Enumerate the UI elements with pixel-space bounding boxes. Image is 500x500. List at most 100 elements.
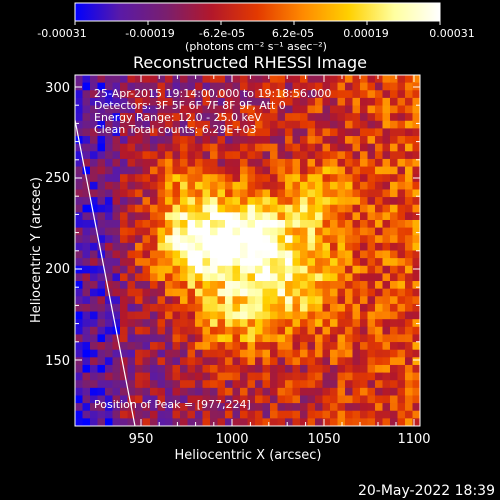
- image-pixel: [315, 319, 324, 328]
- image-pixel: [120, 334, 129, 343]
- image-pixel: [82, 105, 91, 114]
- image-pixel: [90, 197, 99, 206]
- image-pixel: [105, 181, 114, 191]
- image-pixel: [127, 418, 136, 426]
- image-pixel: [97, 90, 106, 99]
- image-pixel: [412, 288, 420, 297]
- image-pixel: [255, 219, 264, 229]
- image-pixel: [225, 319, 234, 328]
- image-pixel: [232, 204, 241, 213]
- image-pixel: [255, 174, 264, 183]
- image-pixel: [360, 120, 369, 130]
- image-pixel: [150, 219, 159, 229]
- image-pixel: [360, 90, 369, 99]
- image-pixel: [150, 158, 159, 168]
- image-pixel: [127, 326, 136, 336]
- image-pixel: [412, 158, 420, 168]
- image-pixel: [157, 303, 166, 313]
- image-pixel: [225, 75, 234, 84]
- image-pixel: [322, 342, 331, 351]
- image-pixel: [300, 151, 309, 160]
- image-pixel: [172, 181, 181, 191]
- image-pixel: [105, 418, 114, 426]
- image-pixel: [375, 349, 384, 358]
- image-pixel: [315, 189, 324, 198]
- image-pixel: [285, 387, 294, 397]
- image-pixel: [315, 204, 324, 213]
- image-pixel: [412, 395, 420, 404]
- image-pixel: [195, 258, 204, 267]
- image-pixel: [397, 303, 406, 313]
- image-pixel: [90, 334, 99, 343]
- image-pixel: [330, 349, 339, 358]
- image-pixel: [405, 372, 414, 381]
- image-pixel: [285, 143, 294, 152]
- image-pixel: [90, 288, 99, 297]
- image-pixel: [202, 342, 211, 351]
- image-pixel: [120, 303, 129, 313]
- image-pixel: [112, 410, 121, 419]
- image-pixel: [262, 105, 271, 114]
- image-pixel: [390, 90, 399, 99]
- image-pixel: [367, 342, 376, 351]
- image-pixel: [150, 311, 159, 320]
- image-pixel: [225, 288, 234, 297]
- image-pixel: [375, 212, 384, 221]
- image-pixel: [240, 258, 249, 267]
- image-pixel: [277, 136, 286, 145]
- image-pixel: [217, 90, 226, 99]
- image-pixel: [292, 212, 301, 221]
- image-pixel: [375, 326, 384, 336]
- image-pixel: [232, 212, 241, 221]
- image-pixel: [157, 387, 166, 397]
- image-pixel: [195, 334, 204, 343]
- image-pixel: [82, 349, 91, 358]
- image-pixel: [112, 357, 121, 366]
- image-pixel: [352, 357, 361, 366]
- image-pixel: [172, 113, 181, 122]
- image-pixel: [165, 82, 174, 91]
- image-pixel: [195, 212, 204, 221]
- image-pixel: [232, 219, 241, 229]
- image-pixel: [345, 189, 354, 198]
- image-pixel: [127, 395, 136, 404]
- image-pixel: [127, 250, 136, 259]
- image-pixel: [367, 113, 376, 122]
- image-pixel: [232, 105, 241, 114]
- image-pixel: [352, 189, 361, 198]
- image-pixel: [315, 219, 324, 229]
- image-pixel: [187, 265, 196, 274]
- image-pixel: [412, 380, 420, 389]
- image-pixel: [225, 265, 234, 274]
- image-pixel: [262, 326, 271, 336]
- image-pixel: [307, 197, 316, 206]
- image-pixel: [330, 273, 339, 282]
- image-pixel: [330, 296, 339, 305]
- image-pixel: [345, 143, 354, 152]
- image-pixel: [307, 288, 316, 297]
- image-pixel: [307, 189, 316, 198]
- image-pixel: [367, 334, 376, 343]
- image-pixel: [382, 349, 391, 358]
- image-pixel: [382, 334, 391, 343]
- image-pixel: [262, 380, 271, 389]
- image-pixel: [285, 90, 294, 99]
- image-pixel: [277, 349, 286, 358]
- image-pixel: [292, 128, 301, 137]
- image-pixel: [157, 90, 166, 99]
- image-pixel: [375, 334, 384, 343]
- image-pixel: [337, 189, 346, 198]
- image-pixel: [285, 349, 294, 358]
- image-pixel: [300, 105, 309, 114]
- image-pixel: [367, 296, 376, 305]
- image-pixel: [337, 273, 346, 282]
- image-pixel: [322, 158, 331, 168]
- image-pixel: [135, 342, 144, 351]
- image-pixel: [412, 311, 420, 320]
- image-pixel: [322, 166, 331, 175]
- image-pixel: [210, 242, 219, 252]
- image-pixel: [97, 75, 106, 84]
- image-pixel: [367, 151, 376, 160]
- image-pixel: [240, 227, 249, 236]
- image-pixel: [97, 311, 106, 320]
